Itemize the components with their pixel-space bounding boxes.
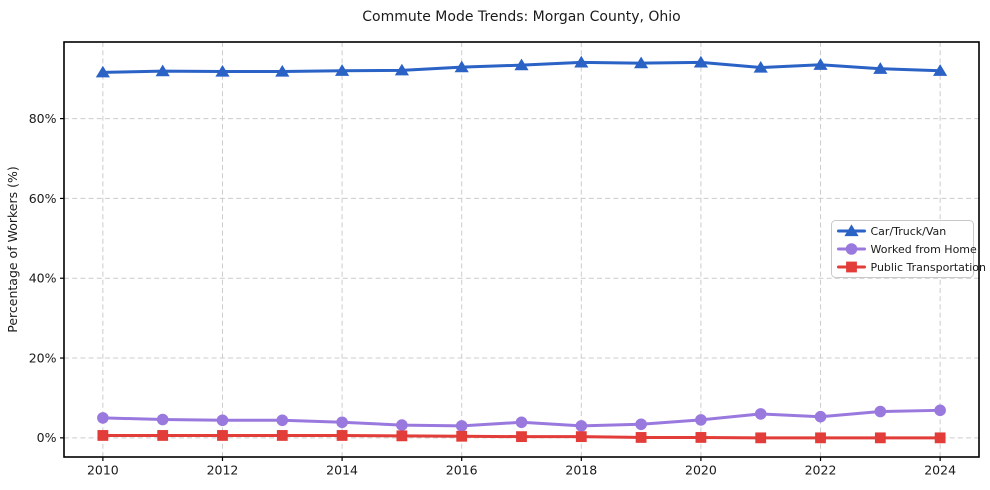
x-tick-label: 2012 bbox=[207, 463, 239, 478]
gridlines bbox=[64, 42, 979, 457]
series-marker-public-transportation bbox=[336, 430, 348, 441]
chart-title: Commute Mode Trends: Morgan County, Ohio bbox=[362, 9, 680, 25]
axis-ticks: 0% 20% 40% 60% 80% 2010 2012 2014 2016 2018 2020 20… bbox=[29, 111, 956, 478]
series-marker-public-transportation bbox=[516, 431, 527, 443]
series-marker-public-transportation bbox=[575, 431, 587, 443]
series-layer bbox=[95, 55, 948, 444]
y-tick-label: 20% bbox=[29, 350, 57, 365]
x-tick-label: 2018 bbox=[565, 463, 597, 478]
legend-marker-car-truck-van bbox=[844, 224, 859, 237]
series-car-truck-van bbox=[95, 55, 948, 78]
series-public-transportation bbox=[97, 430, 946, 444]
series-marker-public-transportation bbox=[456, 430, 468, 442]
series-marker-car-truck-van bbox=[275, 64, 290, 77]
series-marker-car-truck-van bbox=[514, 58, 529, 71]
series-marker-worked-from-home bbox=[97, 412, 109, 424]
legend-marker-public-transportation bbox=[846, 261, 857, 273]
series-marker-worked-from-home bbox=[276, 414, 289, 427]
x-tick-label: 2014 bbox=[326, 463, 358, 478]
series-marker-public-transportation bbox=[217, 430, 228, 441]
legend-item-car-truck-van: Car/Truck/Van bbox=[837, 224, 947, 238]
legend-box bbox=[831, 220, 974, 278]
y-tick-label: 80% bbox=[29, 111, 57, 126]
series-marker-car-truck-van bbox=[334, 64, 350, 76]
series-marker-car-truck-van bbox=[155, 64, 170, 77]
legend-label: Worked from Home bbox=[871, 243, 978, 256]
series-marker-worked-from-home bbox=[934, 404, 946, 417]
y-tick-label: 60% bbox=[29, 191, 57, 206]
series-marker-worked-from-home bbox=[216, 414, 229, 427]
series-marker-worked-from-home bbox=[695, 414, 707, 426]
series-marker-car-truck-van bbox=[394, 63, 409, 76]
x-tick-label: 2010 bbox=[87, 463, 119, 478]
series-marker-public-transportation bbox=[97, 430, 109, 441]
series-marker-worked-from-home bbox=[814, 410, 827, 423]
series-marker-worked-from-home bbox=[156, 413, 169, 426]
legend-item-public-transportation: Public Transportation bbox=[837, 261, 987, 274]
series-marker-car-truck-van bbox=[933, 64, 948, 76]
series-marker-worked-from-home bbox=[515, 416, 528, 429]
series-marker-worked-from-home bbox=[455, 420, 468, 432]
series-marker-car-truck-van bbox=[454, 60, 469, 73]
legend-label: Car/Truck/Van bbox=[871, 225, 947, 238]
series-marker-worked-from-home bbox=[396, 419, 408, 431]
series-marker-public-transportation bbox=[635, 432, 647, 443]
y-tick-label: 40% bbox=[29, 271, 57, 286]
series-marker-car-truck-van bbox=[753, 60, 768, 73]
series-marker-car-truck-van bbox=[693, 55, 709, 68]
series-marker-car-truck-van bbox=[813, 58, 828, 70]
series-marker-public-transportation bbox=[815, 432, 826, 444]
series-marker-public-transportation bbox=[755, 432, 767, 444]
series-marker-worked-from-home bbox=[336, 416, 348, 429]
series-marker-public-transportation bbox=[396, 430, 408, 442]
series-marker-public-transportation bbox=[934, 432, 946, 444]
series-marker-worked-from-home bbox=[635, 418, 647, 431]
series-marker-car-truck-van bbox=[95, 65, 110, 78]
legend-item-worked-from-home: Worked from Home bbox=[837, 243, 978, 256]
series-marker-car-truck-van bbox=[215, 64, 230, 77]
series-marker-car-truck-van bbox=[634, 56, 649, 69]
x-tick-label: 2016 bbox=[446, 463, 478, 478]
y-axis-label: Percentage of Workers (%) bbox=[5, 166, 20, 332]
series-marker-public-transportation bbox=[276, 430, 288, 441]
series-marker-car-truck-van bbox=[574, 55, 589, 68]
series-marker-worked-from-home bbox=[575, 420, 588, 432]
series-marker-public-transportation bbox=[874, 432, 886, 444]
legend-marker-worked-from-home bbox=[845, 243, 858, 255]
legend: Car/Truck/Van Worked from Home Public Tran… bbox=[831, 220, 987, 278]
y-tick-label: 0% bbox=[37, 430, 57, 445]
series-marker-worked-from-home bbox=[754, 408, 767, 420]
series-marker-public-transportation bbox=[695, 432, 707, 443]
plot-frame bbox=[63, 41, 980, 458]
legend-label: Public Transportation bbox=[871, 261, 987, 274]
x-tick-label: 2020 bbox=[685, 463, 717, 478]
x-tick-label: 2024 bbox=[924, 463, 956, 478]
series-marker-public-transportation bbox=[157, 430, 169, 441]
series-marker-worked-from-home bbox=[874, 405, 887, 418]
series-worked-from-home bbox=[97, 404, 946, 432]
series-marker-car-truck-van bbox=[873, 62, 888, 74]
x-tick-label: 2022 bbox=[805, 463, 837, 478]
